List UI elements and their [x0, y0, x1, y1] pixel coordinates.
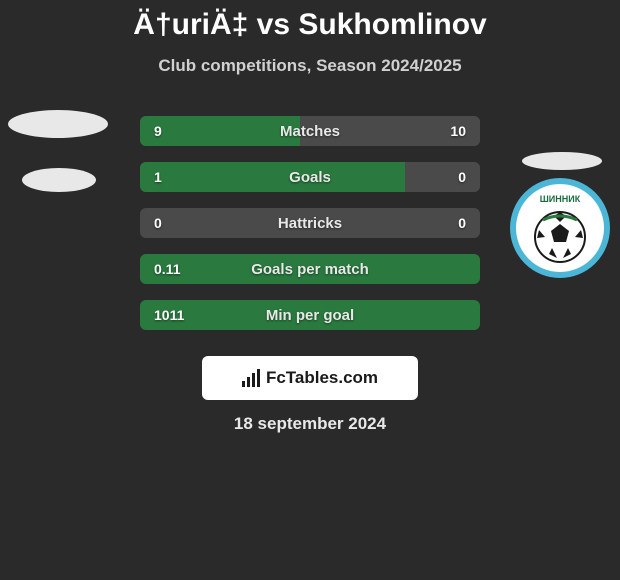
player-left-badge-1: [8, 110, 108, 138]
club-logo: ШИННИК: [510, 178, 610, 278]
stat-bar-overlay: 9 Matches 10: [140, 116, 480, 146]
stats-bars: 9 Matches 10 1 Goals 0 0 Hattricks 0 0.11 Goals pe…: [140, 116, 480, 330]
stat-label: Matches: [280, 123, 340, 140]
player-left-badge-2: [22, 168, 96, 192]
stat-left-value: 1: [154, 169, 162, 185]
soccer-ball-icon: [533, 210, 587, 264]
stat-left-value: 1011: [154, 307, 184, 323]
snapshot-date: 18 september 2024: [0, 414, 620, 434]
stat-right-value: 10: [450, 123, 466, 139]
stat-left-value: 0.11: [154, 261, 180, 277]
stat-bar: 1011 Min per goal: [140, 300, 480, 330]
stat-label: Hattricks: [278, 215, 342, 232]
stat-row: 1011 Min per goal: [140, 300, 480, 330]
stat-row: 0.11 Goals per match: [140, 254, 480, 284]
brand-box[interactable]: FcTables.com: [202, 356, 418, 400]
comparison-card: Ä†uriÄ‡ vs Sukhomlinov Club competitions…: [0, 0, 620, 434]
stat-bar: 9 Matches 10: [140, 116, 480, 146]
right-player-badges: ШИННИК: [510, 152, 610, 278]
stat-label: Min per goal: [266, 307, 354, 324]
stat-row: 1 Goals 0: [140, 162, 480, 192]
player-right-badge-1: [522, 152, 602, 170]
stats-area: ШИННИК 9 Matches 10 1 Goals 0 0 Hattricks 0 0.11 G…: [0, 116, 620, 330]
stat-row: 0 Hattricks 0: [140, 208, 480, 238]
stat-right-value: 0: [458, 169, 466, 185]
stat-bar: 1 Goals 0: [140, 162, 480, 192]
bar-chart-icon: [242, 369, 260, 387]
stat-bar-overlay: 1011 Min per goal: [140, 300, 480, 330]
stat-label: Goals: [289, 169, 331, 186]
stat-row: 9 Matches 10: [140, 116, 480, 146]
stat-bar-overlay: 1 Goals 0: [140, 162, 480, 192]
stat-bar: 0 Hattricks 0: [140, 208, 480, 238]
stat-bar-overlay: 0 Hattricks 0: [140, 208, 480, 238]
stat-right-value: 0: [458, 215, 466, 231]
brand-text: FcTables.com: [266, 368, 378, 388]
stat-left-value: 9: [154, 123, 162, 139]
stat-bar-overlay: 0.11 Goals per match: [140, 254, 480, 284]
stat-left-value: 0: [154, 215, 162, 231]
page-subtitle: Club competitions, Season 2024/2025: [0, 56, 620, 76]
stat-label: Goals per match: [251, 261, 369, 278]
left-player-badges: [8, 110, 108, 192]
club-logo-text: ШИННИК: [540, 194, 580, 204]
stat-bar: 0.11 Goals per match: [140, 254, 480, 284]
page-title: Ä†uriÄ‡ vs Sukhomlinov: [0, 8, 620, 42]
